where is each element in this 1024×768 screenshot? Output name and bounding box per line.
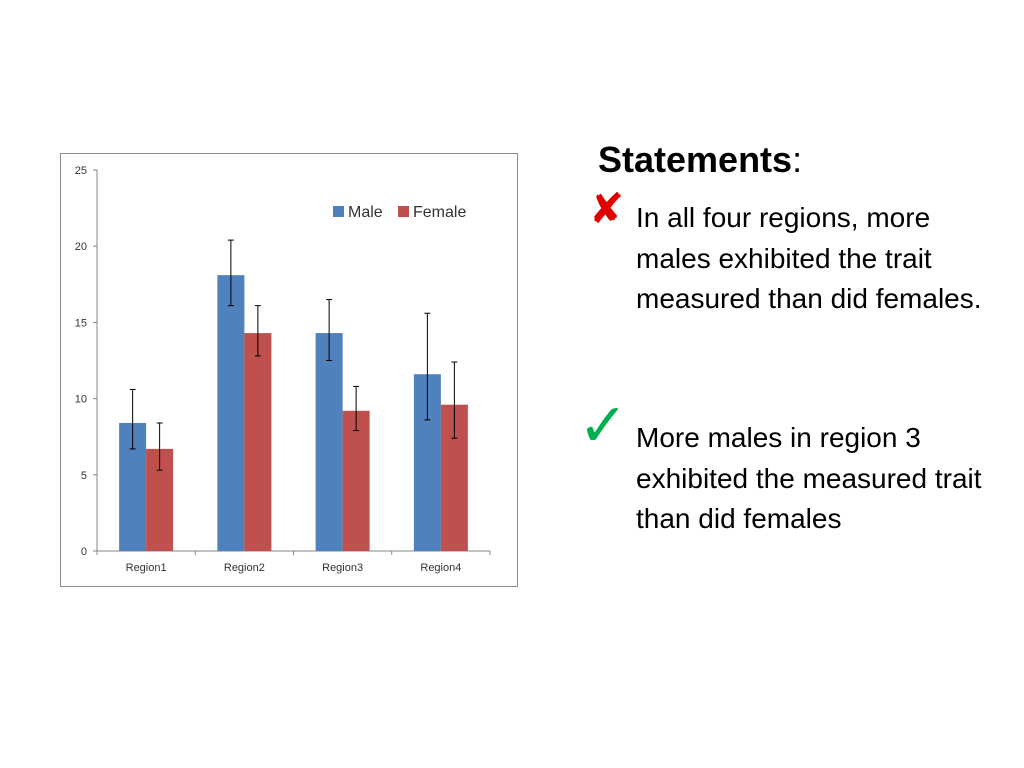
bar-female-region2	[244, 333, 272, 551]
legend-swatch-male	[333, 206, 344, 217]
x-tick-label: Region1	[126, 562, 167, 574]
x-tick-label: Region3	[322, 562, 363, 574]
y-tick-label: 10	[75, 394, 87, 406]
check-icon: ✓	[578, 392, 629, 459]
legend-label-female: Female	[413, 204, 466, 221]
y-tick-label: 0	[81, 546, 87, 558]
y-tick-label: 20	[75, 241, 87, 253]
bar-male-region2	[217, 275, 245, 551]
y-tick-label: 25	[75, 165, 87, 177]
y-tick-label: 5	[81, 470, 87, 482]
legend-swatch-female	[398, 206, 409, 217]
bar-chart: 0 5 10 15 20 25 Region1 Region2 Region3 Region4 Ma…	[60, 153, 518, 587]
bar-female-region3	[342, 410, 370, 551]
statements-panel: Statements: ✘ In all four regions, more …	[578, 138, 1018, 534]
legend-label-male: Male	[348, 204, 383, 221]
statements-heading: Statements:	[598, 138, 1018, 182]
y-tick-label: 15	[75, 317, 87, 329]
statements-title: Statements	[598, 139, 793, 180]
statement-1-text: In all four regions, more males exhibite…	[636, 202, 982, 314]
statements-title-colon: :	[792, 139, 803, 180]
x-tick-label: Region2	[224, 562, 265, 574]
x-tick-label: Region4	[420, 562, 461, 574]
statement-2-text: More males in region 3 exhibited the mea…	[636, 422, 982, 534]
bar-male-region3	[315, 333, 343, 551]
cross-icon: ✘	[589, 185, 625, 232]
chart-canvas: 0 5 10 15 20 25 Region1 Region2 Region3 Region4 Ma…	[75, 165, 491, 574]
